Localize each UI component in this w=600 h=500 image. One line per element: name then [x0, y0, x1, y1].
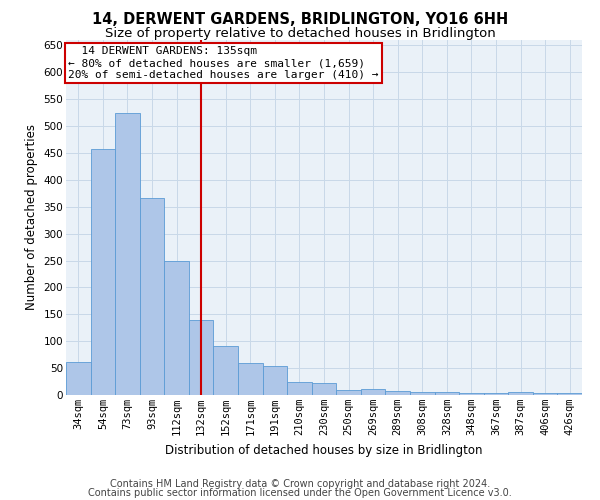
- Text: 14, DERWENT GARDENS, BRIDLINGTON, YO16 6HH: 14, DERWENT GARDENS, BRIDLINGTON, YO16 6…: [92, 12, 508, 28]
- Bar: [533, 394, 557, 395]
- Text: Contains HM Land Registry data © Crown copyright and database right 2024.: Contains HM Land Registry data © Crown c…: [110, 479, 490, 489]
- Bar: [459, 393, 484, 395]
- X-axis label: Distribution of detached houses by size in Bridlington: Distribution of detached houses by size …: [165, 444, 483, 456]
- Bar: [140, 198, 164, 395]
- Bar: [164, 261, 189, 395]
- Bar: [484, 394, 508, 395]
- Bar: [361, 389, 385, 395]
- Bar: [189, 320, 214, 395]
- Bar: [115, 113, 140, 395]
- Bar: [410, 392, 434, 395]
- Bar: [557, 393, 582, 395]
- Text: Size of property relative to detached houses in Bridlington: Size of property relative to detached ho…: [104, 28, 496, 40]
- Bar: [508, 392, 533, 395]
- Bar: [263, 366, 287, 395]
- Text: 14 DERWENT GARDENS: 135sqm
← 80% of detached houses are smaller (1,659)
20% of s: 14 DERWENT GARDENS: 135sqm ← 80% of deta…: [68, 46, 379, 80]
- Bar: [66, 362, 91, 395]
- Bar: [238, 364, 263, 395]
- Text: Contains public sector information licensed under the Open Government Licence v3: Contains public sector information licen…: [88, 488, 512, 498]
- Bar: [287, 382, 312, 395]
- Bar: [91, 149, 115, 395]
- Bar: [385, 391, 410, 395]
- Y-axis label: Number of detached properties: Number of detached properties: [25, 124, 38, 310]
- Bar: [312, 382, 336, 395]
- Bar: [434, 392, 459, 395]
- Bar: [214, 346, 238, 395]
- Bar: [336, 390, 361, 395]
